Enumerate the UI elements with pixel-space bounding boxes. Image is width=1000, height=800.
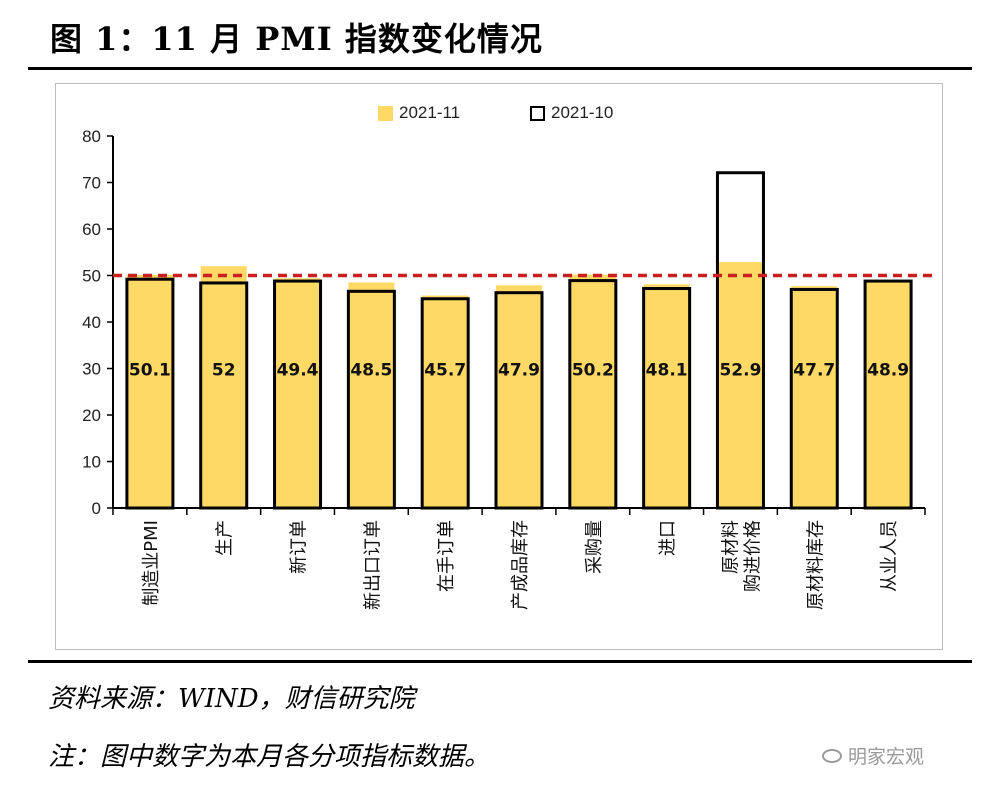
figure-title: 图 1：11 月 PMI 指数变化情况 [50,20,543,58]
data-label: 49.4 [277,360,319,380]
legend-swatch-filled [378,105,393,121]
bar-2021-10 [125,277,175,510]
data-label: 52 [212,360,236,380]
x-tick-label: 购进价格 [742,520,763,592]
x-tick-label: 在手订单 [436,520,457,592]
legend-item-2021-10: 2021-10 [530,103,613,123]
legend-label: 2021-11 [399,103,461,122]
bar-2021-11 [274,278,321,508]
x-tick-label: 原材料 [720,520,741,574]
y-tick-label: 20 [82,406,101,425]
x-tick-label: 生产 [215,520,236,556]
bar-2021-10 [420,297,470,510]
data-label: 48.5 [350,360,392,380]
title-rule [28,67,972,70]
bar-2021-10 [789,287,839,510]
legend-item-2021-11: 2021-11 [378,103,460,123]
x-tick-label: 新订单 [289,520,310,574]
y-tick-label: 10 [82,453,101,472]
bar-2021-10 [494,291,544,510]
y-tick-label: 60 [82,220,101,239]
bar-2021-10 [568,279,618,510]
source-note: 资料来源：WIND，财信研究院 [48,684,415,714]
bar-2021-10 [642,287,692,510]
bar-2021-10 [863,279,913,510]
bar-2021-11 [865,280,912,508]
bar-2021-10 [273,279,323,510]
bar-2021-11 [126,275,173,508]
data-label: 52.9 [719,360,761,380]
data-label: 47.9 [498,360,540,380]
watermark: 明家宏观 [822,742,924,769]
x-tick-label: 从业人员 [879,520,900,592]
wechat-icon [822,748,842,763]
bar-2021-11 [569,274,616,508]
bar-2021-11 [643,284,690,508]
data-label: 48.1 [646,360,688,380]
bar-2021-10 [346,289,396,510]
data-note: 注：图中数字为本月各分项指标数据。 [48,742,491,772]
bar-2021-11 [200,266,247,508]
bar-2021-11 [791,286,838,508]
bar-2021-11 [348,282,395,508]
x-tick-label: 采购量 [584,520,605,574]
x-tick-label: 进口 [658,520,679,556]
y-tick-label: 40 [82,313,101,332]
data-label: 50.1 [129,360,171,380]
y-tick-label: 70 [82,174,101,193]
x-tick-label: 制造业PMI [141,520,162,606]
x-tick-label: 产成品库存 [510,520,531,610]
data-label: 48.9 [867,360,909,380]
footer-rule [28,660,972,663]
bar-2021-11 [496,285,542,508]
bar-2021-10 [715,171,765,510]
chart-frame [55,83,943,650]
data-label: 50.2 [572,360,614,380]
y-tick-label: 0 [92,499,101,518]
y-tick-label: 50 [82,267,101,286]
bar-2021-11 [422,295,469,508]
watermark-text: 明家宏观 [848,746,925,768]
x-tick-label: 原材料库存 [805,520,826,610]
bar-2021-11 [717,262,764,508]
y-tick-label: 30 [82,360,101,379]
bar-2021-10 [199,281,249,510]
legend-label: 2021-10 [551,103,614,122]
y-tick-label: 80 [82,127,101,146]
data-label: 47.7 [793,360,835,380]
x-tick-label: 新出口订单 [362,520,383,610]
legend-swatch-outline [530,105,545,121]
data-label: 45.7 [424,360,466,380]
